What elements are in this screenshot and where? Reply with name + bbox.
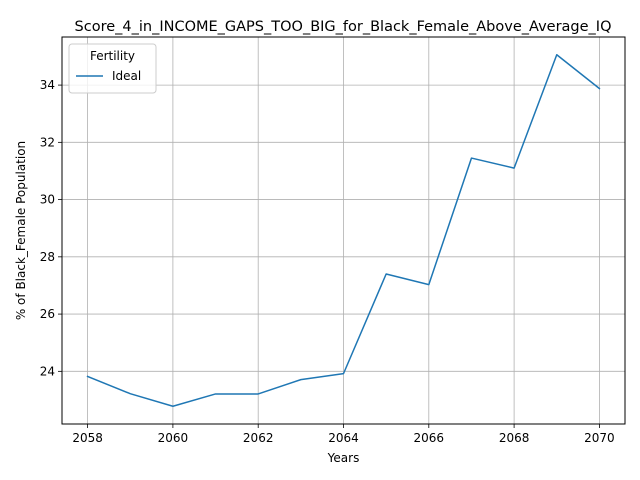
legend: Fertility Ideal <box>68 43 157 94</box>
y-axis-label: % of Black_Female Population <box>14 141 28 320</box>
x-tick-label: 2066 <box>414 431 445 445</box>
series-lines <box>86 54 601 407</box>
x-tick-label: 2070 <box>584 431 615 445</box>
legend-box <box>68 43 157 94</box>
y-tick-label: 32 <box>40 135 55 149</box>
axis-ticks: 2058 2060 2062 2064 2066 2068 2070 24 26 28 30 32 34 <box>40 78 615 445</box>
legend-entries: Ideal <box>76 69 141 83</box>
y-tick-label: 24 <box>40 364 55 378</box>
legend-entry-label: Ideal <box>112 69 141 83</box>
x-tick-label: 2068 <box>499 431 530 445</box>
y-tick-label: 34 <box>40 78 55 92</box>
legend-title: Fertility <box>90 49 135 63</box>
x-tick-label: 2064 <box>328 431 359 445</box>
y-tick-label: 26 <box>40 307 55 321</box>
x-tick-label: 2060 <box>158 431 189 445</box>
y-tick-label: 30 <box>40 193 55 207</box>
x-axis-label: Years <box>327 451 360 465</box>
grid-lines <box>62 37 625 424</box>
x-tick-label: 2062 <box>243 431 274 445</box>
y-tick-label: 28 <box>40 250 55 264</box>
x-tick-label: 2058 <box>72 431 103 445</box>
chart-title: Score_4_in_INCOME_GAPS_TOO_BIG_for_Black… <box>75 19 612 35</box>
